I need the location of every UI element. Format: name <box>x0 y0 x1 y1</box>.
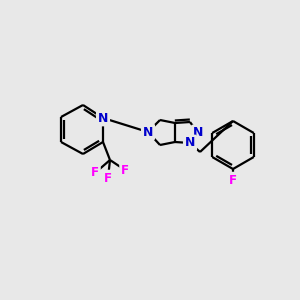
Text: N: N <box>185 136 195 149</box>
Text: N: N <box>193 127 203 140</box>
Text: F: F <box>121 164 129 176</box>
Text: F: F <box>104 172 112 184</box>
Text: N: N <box>98 112 108 124</box>
Text: N: N <box>143 125 153 139</box>
Text: F: F <box>91 167 99 179</box>
Text: F: F <box>229 173 237 187</box>
